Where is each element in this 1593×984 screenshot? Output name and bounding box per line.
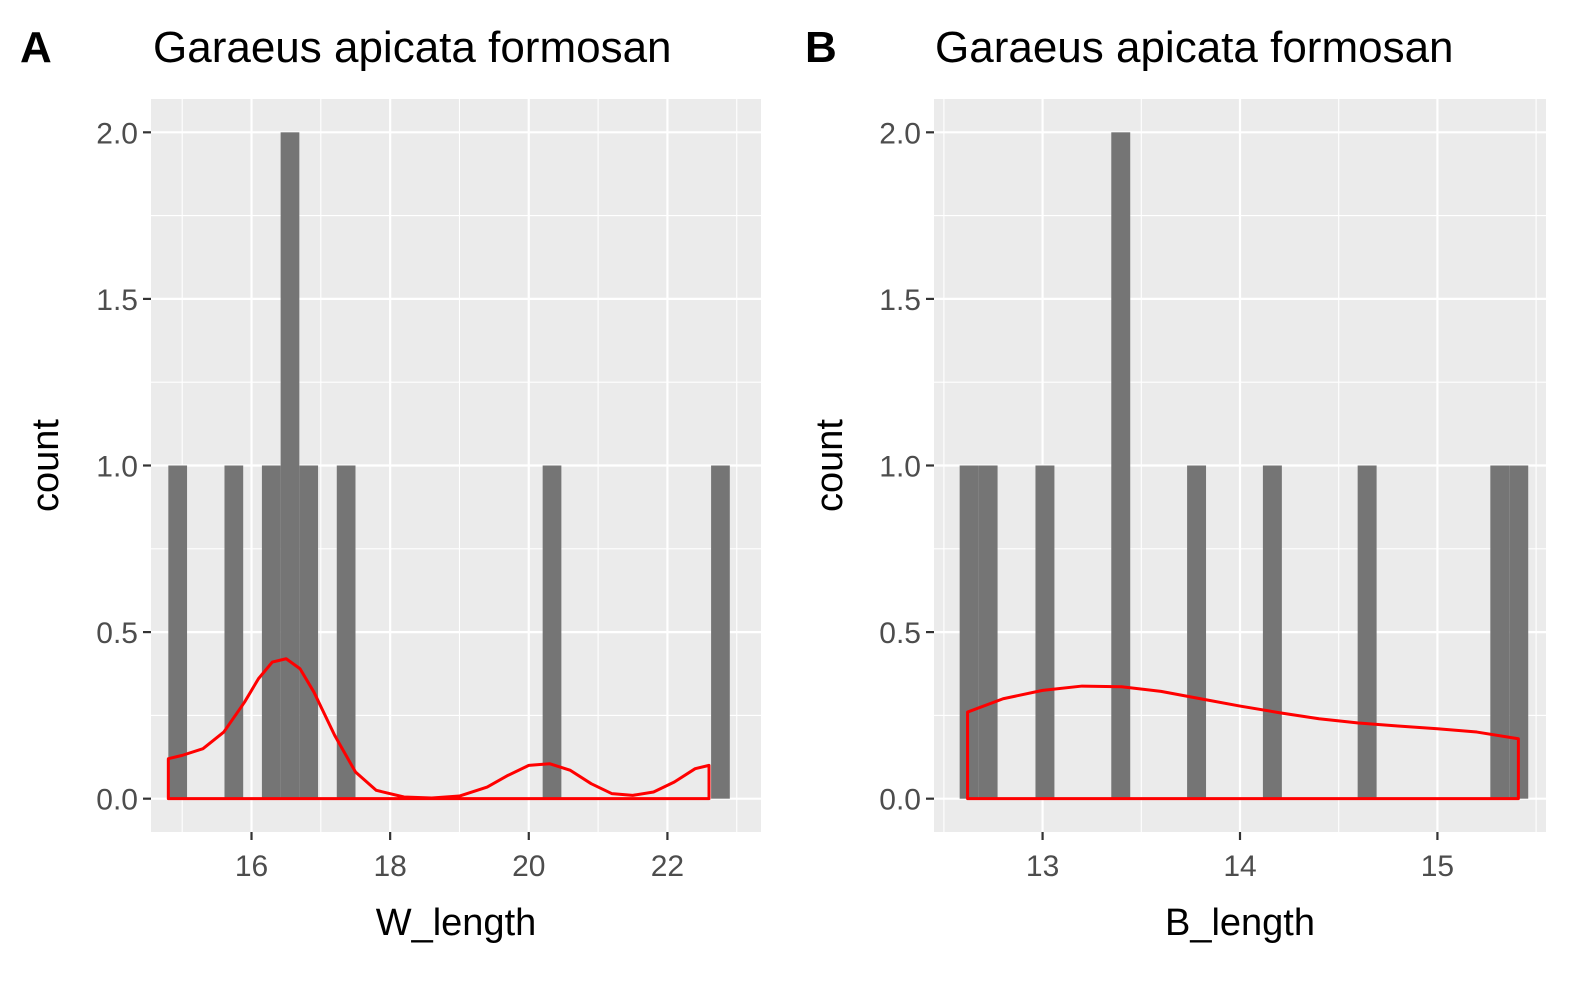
panel-a-x-tick-label: 22 [651,850,684,883]
panel-a-histogram-bar [542,465,562,799]
panel-b-y-tick-label: 2.0 [879,117,921,150]
panel-b-histogram-bar [1187,465,1207,799]
panel-a-y-axis-title: count [25,419,67,512]
panel-a-x-axis-title: W_length [376,902,537,944]
panel-b-histogram-bar [978,465,998,799]
panel-b-y-tick-label: 1.0 [879,451,921,484]
panel-a-x-tick-label: 20 [512,850,545,883]
panel-a-title: Garaeus apicata formosan [153,23,672,72]
panel-b-histogram-bar [959,465,979,799]
panel-b-x-tick-label: 15 [1421,850,1454,883]
panel-b-histogram-bar [1509,465,1529,799]
panel-a-histogram-bar [261,465,281,799]
panel-b-histogram-bar [1357,465,1377,799]
panel-b-tag: B [805,23,837,72]
panel-a-y-tick-label: 0.0 [96,784,138,817]
panel-a-histogram-bar [711,465,730,799]
panel-a-y-tick-label: 1.5 [96,284,138,317]
panel-b-y-tick-label: 0.0 [879,784,921,817]
panel-a-histogram-bar [336,465,356,799]
panel-a-y-tick-label: 1.0 [96,451,138,484]
panel-b-y-tick-label: 1.5 [879,284,921,317]
panel-b-y-axis-title: count [809,419,851,512]
panel-a-y-tick-label: 2.0 [96,117,138,150]
panel-a-histogram-bar [299,465,319,799]
panel-b-histogram-bar [1262,465,1282,799]
panel-a-histogram-bar [280,132,300,799]
panel-b-y-tick-label: 0.5 [879,617,921,650]
panel-a-histogram-bar [224,465,244,799]
panel-a-x-tick-label: 18 [373,850,406,883]
panel-a-x-tick-label: 16 [235,850,268,883]
panel-b-title: Garaeus apicata formosan [935,23,1454,72]
panel-b-x-tick-label: 13 [1026,850,1059,883]
panel-b-x-axis-title: B_length [1165,902,1315,944]
panel-b-density-curve [966,684,1520,801]
panel-a-histogram-bar [168,465,188,799]
panel-b-x-tick-label: 14 [1223,850,1256,883]
panel-a-density-curve [166,657,711,801]
panel-b-histogram-bar [1111,132,1131,799]
panel-b-histogram-bar [1490,465,1510,799]
panel-a-y-tick-label: 0.5 [96,617,138,650]
panel-b-histogram-bar [1035,465,1055,799]
panel-a-tag: A [20,23,52,72]
